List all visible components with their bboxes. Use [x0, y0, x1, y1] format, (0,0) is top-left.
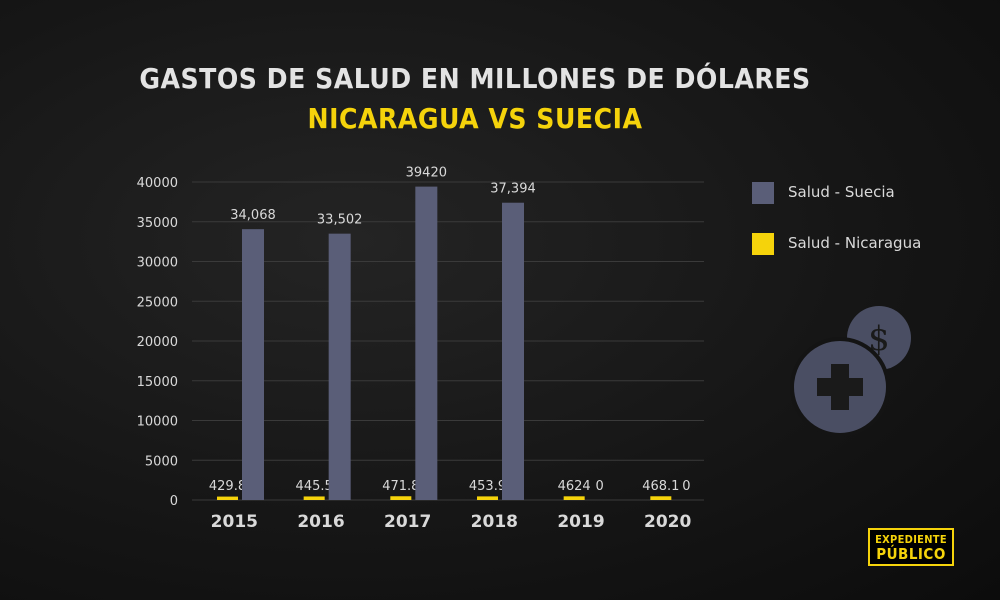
y-tick-label: 25000 [137, 295, 178, 310]
y-tick-label: 30000 [137, 256, 178, 271]
svg-text:$: $ [868, 319, 890, 359]
data-label-suecia: 34,068 [230, 208, 276, 223]
y-tick-label: 0 [170, 494, 178, 509]
logo-line-1: EXPEDIENTE [875, 533, 947, 546]
data-label-nicaragua: 468.1 [642, 479, 679, 494]
data-label-nicaragua: 445.5 [296, 479, 333, 494]
data-label-nicaragua: 453.9 [469, 479, 506, 494]
x-tick-label: 2018 [471, 512, 518, 532]
data-label-suecia: 37,394 [490, 182, 536, 197]
x-tick-label: 2015 [211, 512, 258, 532]
data-label-suecia: 0 [596, 479, 604, 494]
chart-title: GASTOS DE SALUD EN MILLONES DE DÓLARES [139, 62, 811, 95]
x-tick-label: 2019 [557, 512, 604, 532]
legend-label-nicaragua: Salud - Nicaragua [788, 234, 922, 252]
data-label-suecia: 0 [682, 479, 690, 494]
legend-swatch-nicaragua [752, 233, 774, 255]
bar-suecia [502, 202, 524, 500]
health-cross-icon [790, 337, 890, 437]
data-label-suecia: 39420 [406, 166, 447, 181]
logo-line-2: PÚBLICO [876, 545, 946, 563]
bar-nicaragua [390, 496, 412, 500]
legend-swatch-suecia [752, 182, 774, 204]
health-money-illustration: $ [790, 306, 911, 437]
data-label-suecia: 33,502 [317, 213, 363, 228]
bar-suecia [242, 229, 264, 500]
bar-nicaragua [303, 496, 325, 500]
x-tick-label: 2016 [297, 512, 344, 532]
y-tick-label: 40000 [137, 176, 178, 191]
bar-nicaragua [563, 496, 585, 500]
data-label-nicaragua: 471.8 [382, 479, 419, 494]
bar-suecia [328, 233, 351, 500]
bar-suecia [415, 186, 438, 500]
data-label-nicaragua: 429.8 [209, 479, 246, 494]
bar-nicaragua [477, 496, 498, 500]
x-tick-label: 2017 [384, 512, 431, 532]
x-tick-label: 2020 [644, 512, 691, 532]
y-tick-label: 15000 [137, 375, 178, 390]
y-tick-label: 5000 [145, 454, 178, 469]
bar-nicaragua [650, 496, 672, 500]
y-tick-label: 10000 [137, 415, 178, 430]
y-tick-label: 20000 [137, 335, 178, 350]
data-label-nicaragua: 4624 [558, 479, 591, 494]
bar-nicaragua [217, 496, 238, 500]
chart-subtitle: NICARAGUA VS SUECIA [307, 102, 643, 135]
legend-label-suecia: Salud - Suecia [788, 183, 895, 201]
y-tick-label: 35000 [137, 216, 178, 231]
expediente-publico-logo: EXPEDIENTE PÚBLICO [868, 528, 954, 566]
